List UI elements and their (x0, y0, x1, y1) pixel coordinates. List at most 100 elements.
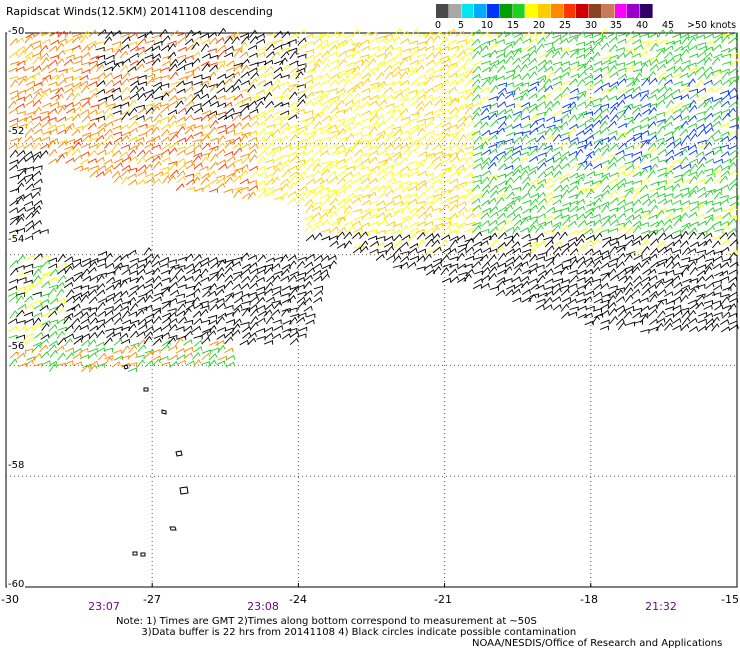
wind-barb (537, 152, 547, 157)
wind-barb (400, 116, 411, 122)
wind-barb (15, 292, 26, 297)
wind-barb (378, 219, 388, 226)
wind-barb (535, 232, 545, 241)
wind-barb (144, 46, 154, 53)
lat-label-60: -60 (7, 579, 26, 590)
wind-barb (408, 40, 419, 45)
wind-barb (160, 106, 170, 114)
wind-barb (583, 312, 593, 319)
wind-barb (473, 270, 484, 276)
wind-barb (433, 122, 443, 129)
wind-barb (544, 170, 554, 178)
wind-barb (585, 234, 595, 241)
wind-barb (345, 133, 354, 142)
wind-barb (399, 57, 408, 66)
wind-barb (569, 205, 579, 213)
wind-barb (481, 53, 491, 58)
wind-barb (343, 183, 353, 193)
wind-barb (456, 222, 467, 228)
wind-barb (343, 210, 352, 220)
wind-barb (393, 200, 404, 206)
wind-barb (329, 39, 339, 45)
wind-barb (305, 178, 316, 185)
wind-barb (393, 233, 403, 242)
wind-barb (352, 246, 362, 254)
wind-barb (608, 307, 618, 316)
wind-barb (185, 73, 195, 79)
wind-barb (449, 98, 460, 103)
wind-barb (433, 173, 444, 179)
wind-barb (521, 233, 531, 240)
wind-barb (721, 34, 730, 44)
colorbar-tick-label: 45 (661, 20, 675, 31)
wind-barb (113, 175, 123, 183)
wind-barb (256, 136, 266, 144)
wind-barb (442, 226, 452, 234)
wind-barb (712, 292, 722, 297)
wind-barb (272, 319, 282, 324)
wind-barb (601, 184, 611, 193)
wind-barb (152, 160, 162, 169)
wind-barb (543, 59, 553, 67)
wind-barb (15, 216, 25, 225)
wind-barb (552, 109, 562, 116)
wind-barb (672, 199, 682, 205)
wind-barb (207, 314, 218, 320)
wind-barb (657, 288, 667, 296)
wind-barb (472, 163, 483, 170)
wind-barb (489, 155, 499, 164)
wind-barb (79, 166, 89, 172)
wind-barb (119, 124, 129, 130)
wind-barb (288, 316, 298, 325)
wind-barb (81, 339, 91, 347)
wind-barb (40, 298, 50, 305)
wind-barb (329, 129, 339, 135)
wind-barb (361, 31, 371, 37)
lon-label-24: -24 (289, 593, 307, 606)
wind-barb (591, 249, 602, 256)
wind-barb (615, 195, 625, 201)
wind-barb (145, 102, 155, 108)
wind-barb (649, 204, 659, 213)
wind-barb (24, 120, 34, 129)
wind-barb (729, 155, 739, 164)
wind-barb (545, 197, 554, 206)
wind-barb (146, 77, 155, 86)
wind-barb (585, 96, 595, 102)
wind-barb (17, 117, 28, 123)
wind-barb (39, 304, 49, 312)
wind-barb (231, 85, 241, 93)
wind-barb (624, 281, 633, 291)
wind-barb (288, 327, 298, 333)
wind-barb (607, 290, 617, 297)
wind-barb (480, 107, 490, 116)
wind-barb (287, 294, 296, 303)
wind-barb (319, 178, 329, 185)
wind-barb (521, 288, 531, 296)
wind-barb (656, 241, 666, 249)
wind-barb (208, 319, 218, 325)
wind-barb (144, 349, 154, 355)
wind-barb (681, 59, 691, 65)
wind-barb (185, 29, 195, 39)
wind-barb (561, 66, 572, 73)
wind-barb (95, 156, 105, 164)
wind-barb (303, 141, 312, 150)
wind-barb (521, 57, 531, 65)
wind-barb (681, 317, 691, 326)
wind-barb (377, 184, 387, 192)
wind-barb (57, 337, 67, 346)
wind-barb (441, 189, 451, 195)
wind-barb (576, 284, 587, 290)
wind-barb (143, 149, 152, 158)
wind-barb (663, 73, 673, 80)
wind-barb (648, 290, 659, 298)
wind-barb (464, 106, 473, 115)
wind-barb (441, 179, 451, 185)
wind-barb (560, 265, 569, 275)
wind-barb (48, 324, 58, 332)
wind-barb (624, 239, 634, 247)
wind-barb (696, 170, 705, 179)
wind-barb (537, 269, 548, 277)
wind-barb (121, 168, 131, 177)
